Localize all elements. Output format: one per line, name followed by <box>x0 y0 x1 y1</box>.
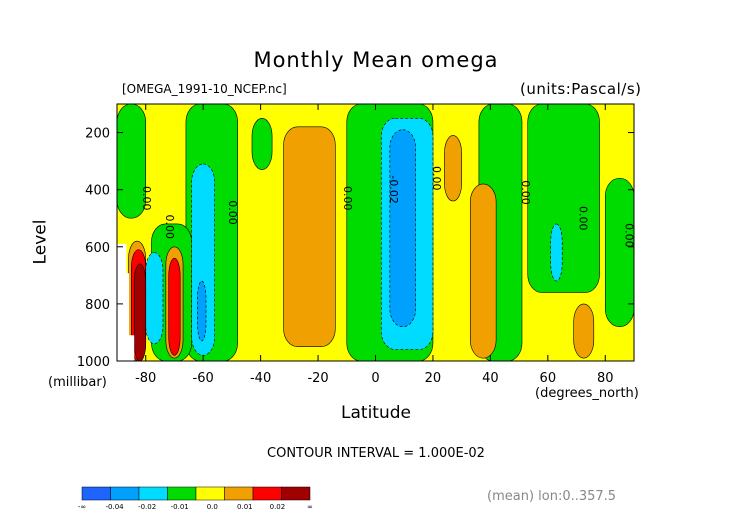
contour-label-3: 0.00 <box>341 186 354 211</box>
contour-interval-label: CONTOUR INTERVAL = 1.000E-02 <box>267 446 485 461</box>
contour-label-0: 0.00 <box>140 186 153 211</box>
x-axis-label: Latitude <box>341 403 411 423</box>
contour-label-8: 0.00 <box>622 223 635 248</box>
contour-region-16 <box>550 223 563 282</box>
x-tick-label: -60 <box>193 371 214 386</box>
contour-region-12 <box>573 303 595 359</box>
y-tick-label: 200 <box>85 127 110 142</box>
contour-region-4 <box>251 117 273 170</box>
colorbar-swatch <box>281 486 311 501</box>
contour-label-6: 0.00 <box>519 180 532 205</box>
y-axis-unit: (millibar) <box>48 375 107 390</box>
colorbar-label: 0.02 <box>270 503 286 511</box>
x-tick-label: 80 <box>597 371 614 386</box>
colorbar: -∞ -0.04 -0.02 -0.01 0.0 0.01 0.02 ∞ <box>78 486 313 511</box>
x-axis-unit: (degrees_north) <box>535 386 639 401</box>
y-tick-label: 400 <box>85 184 110 199</box>
y-tick-label: 600 <box>85 241 110 256</box>
contour-label-5: 0.00 <box>430 166 443 191</box>
x-tick-label: 40 <box>482 371 499 386</box>
contour-region-20 <box>168 257 181 356</box>
contour-region-17 <box>389 129 417 328</box>
contour-label-1: 0.00 <box>163 215 176 240</box>
missing-data-region <box>117 243 135 361</box>
colorbar-label: -0.02 <box>138 503 156 511</box>
y-axis-ticks: 200 400 600 800 1000 <box>77 127 634 370</box>
colorbar-label: -∞ <box>78 503 86 511</box>
colorbar-swatch <box>81 486 111 501</box>
contour-region-8 <box>604 177 635 328</box>
colorbar-swatch <box>138 486 168 501</box>
colorbar-swatch <box>195 486 225 501</box>
contour-region-23 <box>133 263 147 362</box>
x-tick-label: 20 <box>425 371 442 386</box>
x-tick-label: -20 <box>307 371 328 386</box>
colorbar-label: 0.0 <box>207 503 218 511</box>
averaging-note: (mean) lon:0..357.5 <box>487 489 617 504</box>
contour-region-11 <box>469 183 497 359</box>
colorbar-label: 0.01 <box>237 503 253 511</box>
x-tick-label: -80 <box>135 371 156 386</box>
contour-label-2: 0.00 <box>226 200 239 225</box>
x-tick-label: 60 <box>540 371 557 386</box>
colorbar-swatch <box>252 486 282 501</box>
y-tick-label: 800 <box>85 298 110 313</box>
colorbar-label: -0.04 <box>106 503 125 511</box>
contour-region-18 <box>197 280 207 342</box>
contour-region-10 <box>444 135 462 202</box>
contour-label-7: 0.00 <box>576 206 589 231</box>
y-tick-label: 1000 <box>77 355 110 370</box>
file-label: [OMEGA_1991-10_NCEP.nc] <box>122 82 287 96</box>
units-label: (units:Pascal/s) <box>520 80 642 98</box>
contour-label-4: -0.02 <box>387 175 400 203</box>
colorbar-swatch <box>110 486 140 501</box>
colorbar-swatch <box>167 486 197 501</box>
chart-title: Monthly Mean omega <box>253 48 499 72</box>
contour-region-9 <box>283 126 336 348</box>
colorbar-swatch <box>224 486 254 501</box>
contour-labels: 0.00 0.00 0.00 0.00 -0.02 0.00 0.00 0.00 0.00 <box>140 166 636 248</box>
colorbar-label: -0.01 <box>171 503 189 511</box>
x-tick-label: 0 <box>371 371 379 386</box>
x-axis-ticks: -80 -60 -40 -20 0 20 40 60 80 <box>135 104 614 386</box>
colorbar-label: ∞ <box>307 503 313 511</box>
contour-region-15 <box>145 252 164 345</box>
contour-fills <box>116 103 635 362</box>
contour-region-7 <box>527 103 600 293</box>
x-tick-label: -40 <box>250 371 271 386</box>
